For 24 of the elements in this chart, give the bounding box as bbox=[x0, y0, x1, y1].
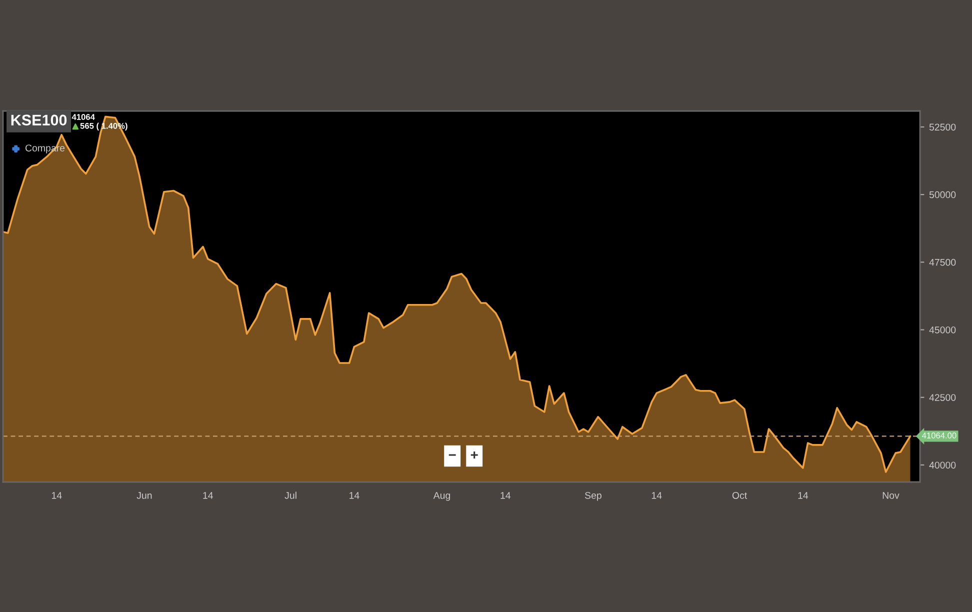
ref-line-label: 41064.00 bbox=[922, 432, 956, 438]
y-tick-label: 50000 bbox=[929, 191, 956, 198]
annotation: 41064 bbox=[72, 114, 95, 120]
y-tick-label: 47500 bbox=[929, 258, 956, 266]
chart-title: KSE100 bbox=[11, 114, 67, 126]
x-tick-label: 14 bbox=[500, 492, 511, 499]
x-tick-label: 14 bbox=[652, 492, 662, 499]
y-tick-label: 42500 bbox=[929, 394, 956, 401]
x-tick-label: Oct bbox=[732, 492, 748, 499]
x-tick-label: 14 bbox=[52, 492, 62, 499]
x-tick-label: Sep bbox=[584, 492, 602, 501]
y-tick-label: 45000 bbox=[929, 326, 956, 334]
x-tick-label: Nov bbox=[882, 492, 900, 499]
annotation: 565 ( 1.40%) bbox=[80, 122, 128, 130]
x-tick-label: Aug bbox=[433, 492, 450, 501]
annotation: − bbox=[448, 454, 456, 456]
x-tick-label: 14 bbox=[350, 492, 360, 499]
annotation: + bbox=[470, 451, 478, 459]
y-tick-label: 52500 bbox=[929, 124, 956, 131]
x-tick-label: 14 bbox=[203, 492, 213, 499]
x-tick-label: Jul bbox=[284, 492, 296, 499]
y-tick-label: 40000 bbox=[929, 462, 956, 469]
x-tick-label: 14 bbox=[798, 492, 808, 499]
x-tick-label: Jun bbox=[136, 492, 152, 499]
